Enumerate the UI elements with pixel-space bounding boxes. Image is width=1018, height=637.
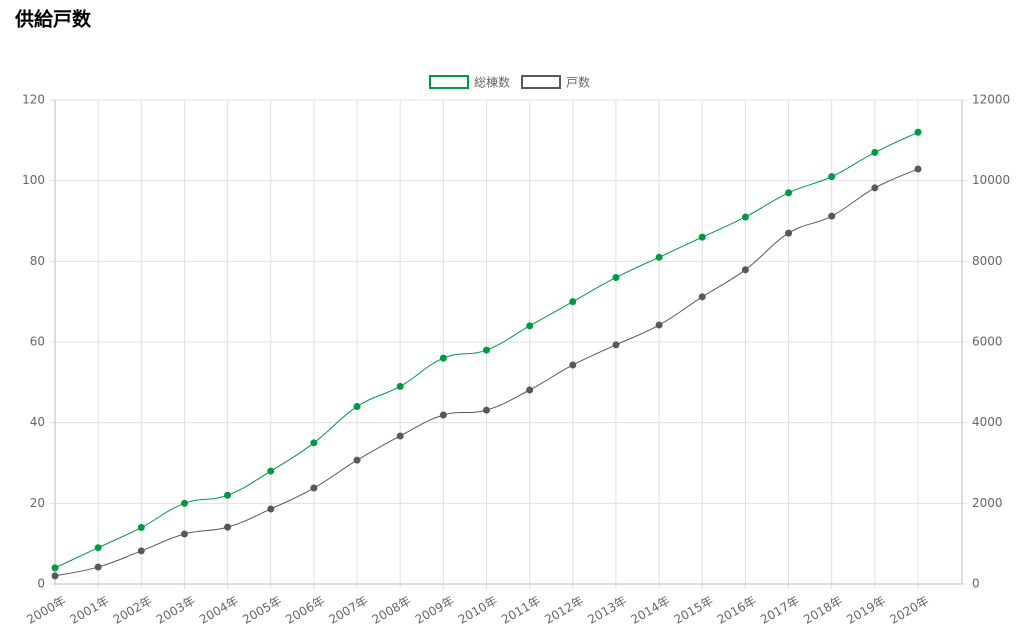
data-point — [310, 439, 318, 447]
data-point — [224, 491, 232, 499]
x-tick-label: 2004年 — [197, 594, 241, 627]
legend-swatch — [429, 75, 469, 89]
data-point — [828, 173, 836, 181]
data-point — [569, 361, 577, 369]
data-point — [698, 293, 706, 301]
data-point — [180, 530, 188, 538]
data-point — [526, 386, 534, 394]
x-tick-label: 2006年 — [283, 594, 327, 627]
data-point — [569, 298, 577, 306]
y2-tick-label: 12000 — [972, 93, 1010, 107]
data-point — [483, 346, 490, 354]
x-tick-label: 2005年 — [240, 594, 284, 627]
y-tick-label: 100 — [22, 173, 45, 187]
y2-tick-label: 4000 — [972, 415, 1003, 429]
x-tick-label: 2016年 — [715, 594, 759, 627]
data-point — [224, 523, 232, 531]
x-tick-label: 2001年 — [68, 594, 112, 627]
data-point — [353, 456, 361, 464]
y-tick-label: 60 — [30, 335, 45, 349]
x-tick-label: 2009年 — [413, 594, 457, 627]
chart-title: 供給戸数 — [14, 8, 92, 31]
data-point — [785, 229, 793, 237]
legend-label: 総棟数 — [474, 75, 510, 90]
y-tick-label: 0 — [37, 577, 45, 591]
x-tick-label: 2015年 — [672, 594, 716, 627]
x-tick-label: 2013年 — [585, 594, 629, 627]
y2-tick-label: 8000 — [972, 254, 1003, 268]
y2-tick-label: 0 — [972, 577, 980, 591]
data-point — [396, 432, 404, 440]
y2-tick-label: 6000 — [972, 335, 1003, 349]
data-point — [137, 524, 145, 532]
data-point — [828, 212, 836, 220]
data-point — [396, 382, 404, 390]
x-tick-label: 2003年 — [154, 594, 198, 627]
x-tick-label: 2002年 — [111, 594, 155, 627]
data-point — [94, 544, 102, 552]
legend-swatch — [521, 75, 562, 89]
legend-label: 戸数 — [566, 75, 590, 90]
y2-tick-label: 2000 — [972, 496, 1003, 510]
x-tick-label: 2000年 — [24, 594, 68, 627]
x-tick-label: 2007年 — [326, 594, 370, 627]
x-tick-label: 2008年 — [370, 594, 414, 627]
data-point — [353, 403, 361, 411]
data-point — [180, 499, 188, 507]
x-tick-label: 2017年 — [758, 594, 802, 627]
x-tick-label: 2014年 — [629, 594, 673, 627]
data-point — [914, 165, 922, 173]
data-point — [526, 322, 534, 330]
y-tick-label: 80 — [30, 254, 45, 268]
data-point — [267, 505, 275, 513]
x-tick-label: 2010年 — [456, 594, 500, 627]
data-point — [439, 354, 447, 362]
data-point — [310, 484, 318, 492]
y-tick-label: 120 — [22, 93, 45, 107]
data-point — [612, 341, 620, 349]
data-point — [785, 189, 793, 197]
y-tick-label: 40 — [30, 415, 45, 429]
data-point — [655, 321, 663, 329]
data-point — [483, 406, 490, 414]
x-tick-label: 2011年 — [499, 594, 543, 627]
data-point — [871, 184, 879, 192]
x-tick-label: 2019年 — [844, 594, 888, 627]
data-point — [267, 467, 275, 475]
data-point — [655, 253, 663, 261]
data-point — [698, 233, 706, 241]
data-point — [741, 213, 749, 221]
data-point — [871, 148, 879, 156]
data-point — [51, 564, 59, 572]
data-point — [612, 273, 620, 281]
data-point — [94, 563, 102, 571]
data-point — [741, 266, 749, 274]
data-point — [439, 411, 447, 419]
data-point — [137, 547, 145, 555]
x-tick-label: 2020年 — [887, 594, 931, 627]
y-tick-label: 20 — [30, 496, 45, 510]
x-tick-label: 2018年 — [801, 594, 845, 627]
y2-tick-label: 10000 — [972, 173, 1010, 187]
x-tick-label: 2012年 — [542, 594, 586, 627]
data-point — [51, 572, 59, 580]
data-point — [914, 128, 922, 136]
